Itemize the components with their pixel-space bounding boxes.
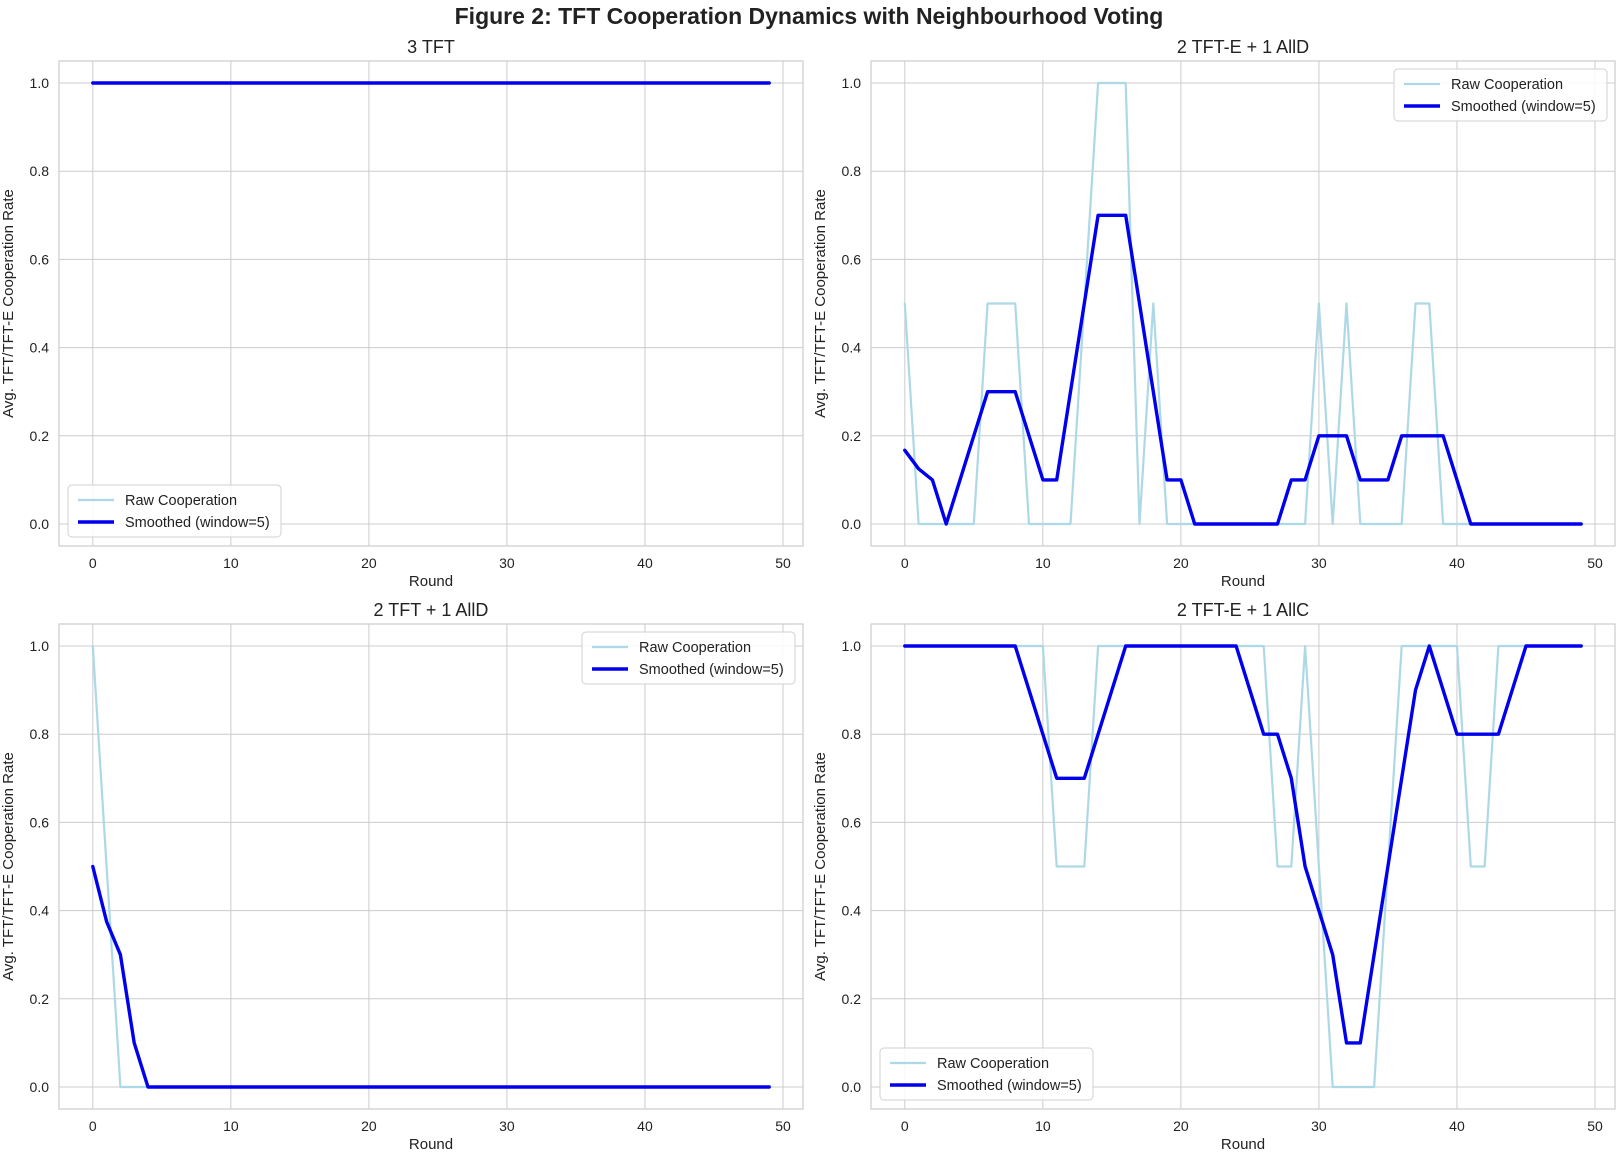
y-tick-label: 0.0 [30, 516, 50, 532]
y-axis-label: Avg. TFT/TFT-E Cooperation Rate [812, 752, 829, 981]
legend-label: Smoothed (window=5) [1451, 99, 1596, 115]
x-tick-label: 10 [223, 555, 239, 571]
x-tick-label: 20 [361, 1118, 377, 1134]
smoothed-line [903, 644, 1583, 1045]
x-tick-label: 50 [775, 1118, 791, 1134]
smoothed-line [91, 864, 771, 1089]
legend-label: Raw Cooperation [937, 1056, 1049, 1072]
x-tick-label: 40 [1449, 555, 1465, 571]
x-tick-label: 50 [775, 555, 791, 571]
chart-panel-3: 2 TFT + 1 AllD 0 10 20 30 40 50 0.0 0.2 0.4 0.6 0.8… [0, 600, 804, 1153]
x-tick-label: 40 [1449, 1118, 1465, 1134]
x-tick-label: 50 [1587, 1118, 1603, 1134]
y-tick-label: 0.0 [30, 1079, 50, 1095]
plot-frame [870, 623, 1616, 1110]
chart-panel-1: 3 TFT 0 10 20 30 40 50 0.0 0.2 0.4 0.6 0.8 1.0 Round A… [0, 37, 804, 590]
y-tick-label: 1.0 [842, 75, 862, 91]
x-tick-label: 0 [901, 555, 909, 571]
x-axis-label: Round [409, 1136, 453, 1153]
plot-frame [870, 60, 1616, 547]
y-tick-label: 0.4 [30, 340, 50, 356]
legend: Raw Cooperation Smoothed (window=5) [1393, 68, 1608, 122]
plot-frame [58, 623, 804, 1110]
panel-title: 2 TFT-E + 1 AllD [1177, 37, 1309, 57]
smoothed-line [903, 213, 1583, 526]
chart-panel-4: 2 TFT-E + 1 AllC 0 10 20 30 40 50 0.0 0.2 0.4 0.6 0… [812, 600, 1616, 1153]
y-tick-label: 0.0 [842, 516, 862, 532]
legend: Raw Cooperation Smoothed (window=5) [879, 1047, 1094, 1101]
x-tick-label: 10 [1035, 555, 1051, 571]
figure-title: Figure 2: TFT Cooperation Dynamics with … [455, 3, 1164, 29]
legend-box [581, 631, 796, 685]
y-tick-label: 0.8 [30, 163, 50, 179]
x-tick-label: 20 [1173, 555, 1189, 571]
panel-title: 3 TFT [407, 37, 455, 57]
y-tick-label: 0.2 [30, 428, 50, 444]
y-tick-label: 1.0 [30, 638, 50, 654]
y-tick-label: 0.2 [842, 991, 862, 1007]
x-tick-label: 0 [89, 1118, 97, 1134]
legend-label: Raw Cooperation [1451, 77, 1563, 93]
y-tick-label: 1.0 [842, 638, 862, 654]
y-axis-label: Avg. TFT/TFT-E Cooperation Rate [0, 752, 17, 981]
legend-label: Smoothed (window=5) [125, 515, 270, 531]
y-tick-label: 0.6 [842, 251, 862, 267]
chart-panel-2: 2 TFT-E + 1 AllD 0 10 20 30 40 50 0.0 0.2 0.4 0.6 0… [812, 37, 1616, 590]
x-tick-label: 0 [89, 555, 97, 571]
y-tick-label: 0.8 [30, 726, 50, 742]
y-tick-label: 0.4 [30, 903, 50, 919]
x-tick-label: 30 [499, 1118, 515, 1134]
y-axis-label: Avg. TFT/TFT-E Cooperation Rate [0, 189, 17, 418]
y-tick-label: 0.6 [30, 251, 50, 267]
x-tick-label: 20 [1173, 1118, 1189, 1134]
legend-box [1393, 68, 1608, 122]
panel-title: 2 TFT-E + 1 AllC [1177, 600, 1309, 620]
x-tick-label: 30 [499, 555, 515, 571]
x-tick-label: 30 [1311, 555, 1327, 571]
y-tick-label: 0.4 [842, 903, 862, 919]
legend-box [879, 1047, 1094, 1101]
x-tick-label: 30 [1311, 1118, 1327, 1134]
x-axis-label: Round [1221, 1136, 1265, 1153]
plot-frame [58, 60, 804, 547]
y-tick-label: 0.6 [842, 814, 862, 830]
legend-label: Smoothed (window=5) [937, 1078, 1082, 1094]
raw-cooperation-line [903, 81, 1583, 526]
legend: Raw Cooperation Smoothed (window=5) [581, 631, 796, 685]
legend-box [67, 484, 282, 538]
legend-label: Smoothed (window=5) [639, 662, 784, 678]
y-axis-label: Avg. TFT/TFT-E Cooperation Rate [812, 189, 829, 418]
raw-cooperation-line [903, 644, 1583, 1089]
x-tick-label: 40 [637, 555, 653, 571]
y-tick-label: 0.2 [842, 428, 862, 444]
x-tick-label: 20 [361, 555, 377, 571]
y-tick-label: 0.0 [842, 1079, 862, 1095]
legend: Raw Cooperation Smoothed (window=5) [67, 484, 282, 538]
y-tick-label: 0.8 [842, 726, 862, 742]
y-tick-label: 0.2 [30, 991, 50, 1007]
legend-label: Raw Cooperation [125, 493, 237, 509]
raw-cooperation-line [91, 644, 771, 1089]
x-tick-label: 50 [1587, 555, 1603, 571]
y-tick-label: 0.4 [842, 340, 862, 356]
y-tick-label: 0.6 [30, 814, 50, 830]
x-axis-label: Round [409, 573, 453, 590]
panel-title: 2 TFT + 1 AllD [374, 600, 489, 620]
x-axis-label: Round [1221, 573, 1265, 590]
y-tick-label: 0.8 [842, 163, 862, 179]
y-tick-label: 1.0 [30, 75, 50, 91]
x-tick-label: 10 [1035, 1118, 1051, 1134]
x-tick-label: 10 [223, 1118, 239, 1134]
legend-label: Raw Cooperation [639, 640, 751, 656]
x-tick-label: 40 [637, 1118, 653, 1134]
x-tick-label: 0 [901, 1118, 909, 1134]
